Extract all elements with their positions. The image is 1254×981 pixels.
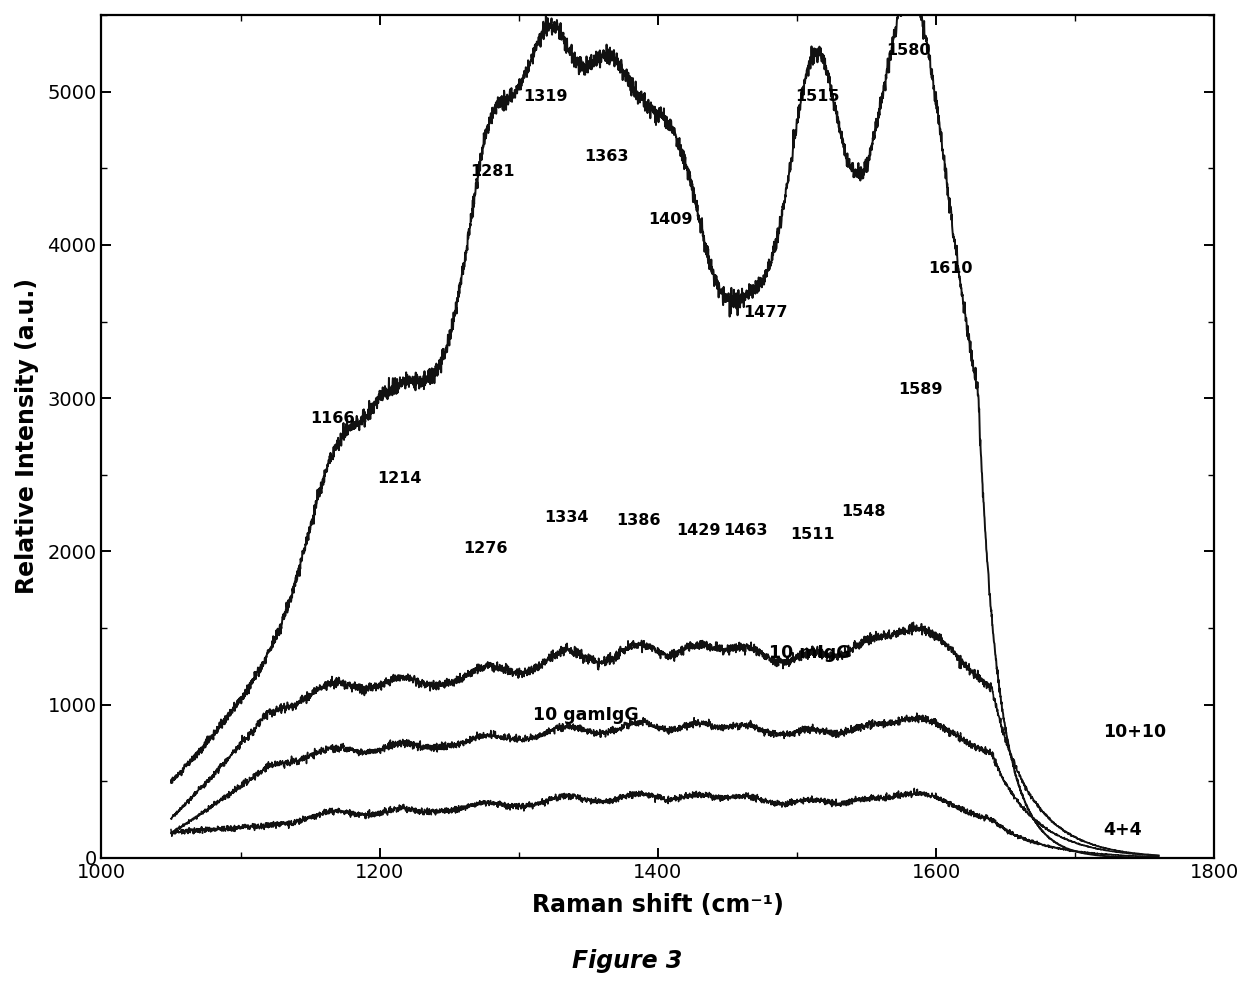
Text: 10 mIgG: 10 mIgG bbox=[769, 644, 850, 661]
Text: 1281: 1281 bbox=[470, 164, 514, 179]
Text: 10+10: 10+10 bbox=[1104, 723, 1166, 742]
Text: 1363: 1363 bbox=[584, 149, 628, 164]
Text: 1511: 1511 bbox=[790, 527, 835, 542]
Text: 4+4: 4+4 bbox=[1104, 821, 1141, 839]
Text: 1214: 1214 bbox=[377, 471, 421, 486]
Text: 1386: 1386 bbox=[616, 513, 661, 529]
Text: 1276: 1276 bbox=[463, 542, 508, 556]
Text: 1463: 1463 bbox=[724, 523, 767, 538]
Y-axis label: Relative Intensity (a.u.): Relative Intensity (a.u.) bbox=[15, 279, 39, 594]
Text: 1429: 1429 bbox=[676, 523, 721, 538]
Text: 1610: 1610 bbox=[928, 261, 972, 276]
Text: 1477: 1477 bbox=[742, 305, 788, 320]
Text: 10 gamIgG: 10 gamIgG bbox=[533, 706, 638, 724]
Text: 1409: 1409 bbox=[648, 212, 692, 227]
Text: 1166: 1166 bbox=[310, 411, 355, 426]
Text: Figure 3: Figure 3 bbox=[572, 950, 682, 973]
X-axis label: Raman shift (cm⁻¹): Raman shift (cm⁻¹) bbox=[532, 893, 784, 917]
Text: 1334: 1334 bbox=[544, 510, 588, 526]
Text: 1580: 1580 bbox=[887, 43, 930, 58]
Text: 1515: 1515 bbox=[795, 89, 840, 104]
Text: 1589: 1589 bbox=[899, 382, 943, 396]
Text: 1319: 1319 bbox=[523, 89, 568, 104]
Text: 1548: 1548 bbox=[841, 504, 887, 519]
